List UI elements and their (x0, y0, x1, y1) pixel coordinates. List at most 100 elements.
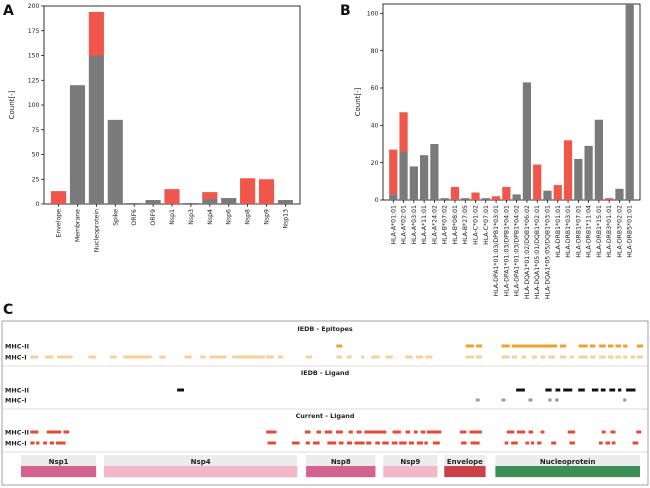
epitope-segment (392, 430, 401, 434)
map-frame (1, 320, 649, 486)
row-label-mhc-i: MHC-I (5, 439, 27, 447)
epitope-segment (336, 344, 343, 348)
epitope-segment (371, 355, 380, 359)
x-tick-label: HLA-DRB3*02:02 (616, 205, 623, 258)
epitope-segment (375, 441, 380, 445)
epitope-segment (626, 388, 636, 392)
x-tick-label: HLA-DPA1*01:03/DPB1*04:02 (514, 205, 521, 297)
x-tick-label: HLA-A*11:01 (421, 205, 428, 245)
epitope-segment (589, 344, 596, 348)
bar-hla-c-07-01-s0 (481, 198, 490, 200)
epitope-segment (316, 430, 322, 434)
section-title-0: IEDB - Epitopes (297, 325, 353, 333)
epitope-segment (623, 344, 628, 348)
epitope-segment (360, 355, 365, 359)
bar-hla-a-11-01-s0 (420, 155, 429, 200)
bar-hla-drb1-07-01-s0 (574, 158, 583, 200)
epitope-segment (511, 441, 518, 445)
epitope-segment (578, 344, 588, 348)
bar-chart-a: 0 25 50 75 100 125 150 175 200 Count[-] Envelope Me… (8, 3, 301, 252)
x-tick-label: Nsp8 (245, 209, 252, 225)
epitope-segment (413, 430, 418, 434)
panel-label-b: B (340, 3, 351, 19)
x-tick-label: HLA-B*27:05 (462, 205, 469, 245)
epitope-segment (469, 430, 482, 434)
bar-hla-drb1-01-01-s1 (553, 185, 562, 200)
epitope-segment (324, 430, 333, 434)
epitope-segment (338, 441, 344, 445)
epitope-segment (385, 355, 393, 359)
y-tick-label: 200 (28, 3, 40, 10)
epitope-segment (475, 344, 483, 348)
epitope-segment (200, 355, 206, 359)
bar-hla-a-01-01-s0 (389, 194, 398, 200)
epitope-segment (555, 388, 561, 392)
epitope-segment (266, 430, 277, 434)
epitope-segment (521, 355, 526, 359)
epitope-segment (88, 355, 97, 359)
epitope-segment (601, 430, 606, 434)
epitope-segment (525, 441, 530, 445)
protein-bar-nsp4 (104, 466, 298, 477)
epitope-segment (589, 355, 596, 359)
epitope-segment (304, 430, 311, 434)
row-label-mhc-ii: MHC-II (5, 428, 29, 436)
x-tick-label: Membrane (74, 209, 81, 242)
x-tick-label: HLA-B*07:02 (442, 205, 449, 245)
epitope-segment (356, 430, 362, 434)
row-label-mhc-ii: MHC-II (5, 386, 29, 394)
x-tick-label: HLA-B*08:01 (452, 205, 459, 245)
epitope-segment (184, 355, 192, 359)
y-tick-label: 100 (28, 102, 40, 109)
y-tick-label: 75 (32, 127, 40, 134)
bar-hla-drb3-01-01-s1 (605, 198, 614, 200)
epitope-segment (277, 355, 284, 359)
epitope-segment (563, 388, 573, 392)
protein-bar-nucleoprotein (495, 466, 640, 477)
bar-chart-b: 0 20 40 60 80 100 Count[-] HLA-A*01:01 HLA-A*02:… (354, 3, 641, 299)
epitope-segment (45, 355, 53, 359)
epitope-segment (501, 344, 510, 348)
epitope-segment (599, 344, 606, 348)
x-tick-label: HLA-A*01:01 (390, 205, 397, 245)
bar-hla-a-24-02-s0 (430, 144, 439, 200)
epitope-segment (532, 355, 537, 359)
section-title-1: IEDB - Ligand (301, 369, 350, 377)
epitope-segment (305, 355, 313, 359)
x-tick-label: Nsp9 (264, 209, 271, 225)
x-tick-label: HLA-DRB1*11:04 (586, 205, 593, 258)
bar-nsp9-s1 (258, 179, 275, 204)
y-tick-label: 40 (371, 123, 379, 130)
protein-label-nsp9: Nsp9 (400, 458, 420, 466)
epitope-segment (630, 355, 635, 359)
epitope-segment (461, 441, 467, 445)
bar-hla-dqa1-01-02-dqb1-06-02-s0 (522, 82, 532, 200)
epitope-segment (540, 355, 546, 359)
row-label-mhc-i: MHC-I (5, 396, 27, 404)
epitope-segment (537, 441, 542, 445)
epitope-segment (460, 430, 467, 434)
protein-bar-nsp8 (306, 466, 376, 477)
bar-hla-drb1-11-04-s0 (584, 145, 593, 200)
x-tick-label: Nsp6 (226, 209, 233, 225)
epitope-segment (632, 441, 639, 445)
epitope-segment (110, 355, 117, 359)
bar-hla-drb5-01-01-s0 (625, 4, 634, 200)
y-tick-label: 0 (36, 201, 40, 208)
x-tick-label: HLA-DRB1*03:01 (565, 205, 572, 258)
epitope-segment (30, 430, 39, 434)
epitope-segment (475, 398, 480, 402)
epitope-segment (636, 430, 642, 434)
plot-frame (382, 3, 641, 201)
x-tick-label: Nsp4 (207, 209, 214, 225)
bar-orf6-s0 (126, 203, 142, 204)
bar-hla-drb1-03-01-s1 (563, 140, 573, 200)
y-tick-label: 60 (371, 85, 379, 92)
epitope-segment (232, 355, 265, 359)
epitope-segment (600, 388, 606, 392)
epitope-segment (569, 441, 575, 445)
epitope-segment (346, 355, 352, 359)
bar-nsp13-s0 (277, 200, 293, 204)
bar-nsp3-s0 (183, 203, 199, 204)
protein-label-nsp4: Nsp4 (191, 458, 211, 466)
